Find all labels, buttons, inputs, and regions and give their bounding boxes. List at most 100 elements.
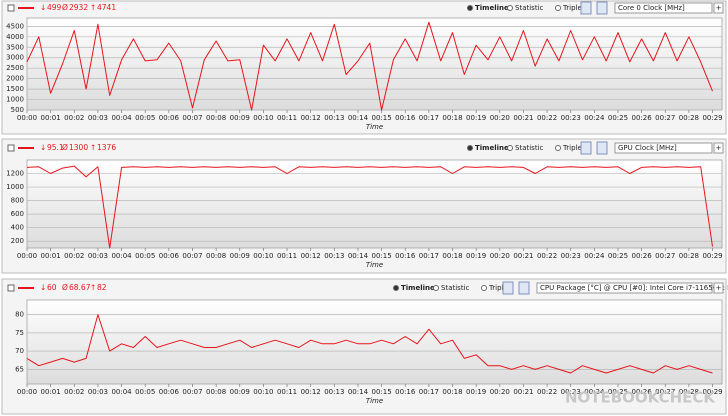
radio-button[interactable] bbox=[467, 5, 473, 11]
x-tick-label: 00:28 bbox=[679, 388, 699, 396]
sensor-name[interactable]: GPU Clock [MHz] bbox=[618, 144, 677, 152]
sensor-name[interactable]: Core 0 Clock [MHz] bbox=[618, 4, 685, 12]
stat-icon: Ø bbox=[62, 3, 68, 12]
x-tick-label: 00:10 bbox=[253, 252, 273, 260]
y-tick-label: 80 bbox=[15, 311, 24, 319]
radio-button[interactable] bbox=[433, 285, 439, 291]
stat-min: 95.1 bbox=[47, 143, 64, 152]
mode-label[interactable]: Triple bbox=[562, 144, 582, 152]
scale-button[interactable] bbox=[502, 281, 514, 295]
mode-label[interactable]: Triple bbox=[562, 4, 582, 12]
mode-label[interactable]: Statistic bbox=[515, 4, 544, 12]
x-tick-label: 00:18 bbox=[442, 388, 462, 396]
x-tick-label: 00:17 bbox=[419, 114, 439, 122]
y-tick-label: 3000 bbox=[6, 54, 24, 62]
reset-button[interactable] bbox=[596, 1, 608, 15]
x-tick-label: 00:04 bbox=[111, 388, 132, 396]
x-tick-label: 00:09 bbox=[230, 114, 250, 122]
x-tick-label: 00:26 bbox=[632, 388, 653, 396]
x-tick-label: 00:05 bbox=[135, 388, 155, 396]
x-tick-label: 00:08 bbox=[206, 252, 226, 260]
x-tick-label: 00:17 bbox=[419, 388, 439, 396]
reset-button[interactable] bbox=[518, 281, 530, 295]
x-tick-label: 00:01 bbox=[41, 114, 61, 122]
radio-button[interactable] bbox=[555, 5, 561, 11]
add-button[interactable] bbox=[713, 2, 724, 14]
reset-button[interactable] bbox=[596, 141, 608, 155]
radio-button[interactable] bbox=[393, 285, 399, 291]
x-tick-label: 00:25 bbox=[608, 114, 628, 122]
checkbox[interactable] bbox=[7, 4, 15, 12]
x-tick-label: 00:02 bbox=[64, 252, 84, 260]
x-tick-label: 00:01 bbox=[41, 388, 61, 396]
scale-button[interactable] bbox=[580, 141, 592, 155]
x-tick-label: 00:06 bbox=[159, 252, 180, 260]
x-tick-label: 00:12 bbox=[301, 252, 321, 260]
x-tick-label: 00:07 bbox=[182, 388, 202, 396]
x-tick-label: 00:07 bbox=[182, 252, 202, 260]
x-tick-label: 00:14 bbox=[348, 388, 369, 396]
stat-max: 82 bbox=[97, 283, 107, 292]
x-tick-label: 00:19 bbox=[466, 388, 486, 396]
y-tick-label: 65 bbox=[15, 365, 24, 373]
y-tick-label: 400 bbox=[11, 224, 24, 232]
add-icon: + bbox=[716, 144, 722, 152]
add-button[interactable] bbox=[713, 142, 724, 154]
plot-area bbox=[26, 17, 723, 111]
x-tick-label: 00:23 bbox=[561, 388, 581, 396]
x-tick-label: 00:02 bbox=[64, 114, 84, 122]
x-tick-label: 00:11 bbox=[277, 252, 297, 260]
x-tick-label: 00:00 bbox=[17, 114, 37, 122]
y-tick-label: 200 bbox=[11, 237, 24, 245]
x-tick-label: 00:29 bbox=[702, 252, 722, 260]
radio-button[interactable] bbox=[507, 145, 513, 151]
x-tick-label: 00:03 bbox=[88, 114, 108, 122]
stat-max: 4741 bbox=[97, 3, 116, 12]
sensor-dropdown[interactable] bbox=[614, 142, 713, 154]
radio-button[interactable] bbox=[481, 285, 487, 291]
radio-button[interactable] bbox=[467, 145, 473, 151]
x-tick-label: 00:16 bbox=[395, 388, 416, 396]
radio-button[interactable] bbox=[555, 145, 561, 151]
x-tick-label: 00:09 bbox=[230, 388, 250, 396]
mode-label[interactable]: Statistic bbox=[515, 144, 544, 152]
x-tick-label: 00:03 bbox=[88, 388, 108, 396]
x-tick-label: 00:17 bbox=[419, 252, 439, 260]
stat-avg: 2932 bbox=[69, 3, 88, 12]
x-tick-label: 00:16 bbox=[395, 114, 416, 122]
x-tick-label: 00:20 bbox=[490, 388, 510, 396]
x-tick-label: 00:27 bbox=[655, 252, 675, 260]
x-tick-label: 00:10 bbox=[253, 114, 273, 122]
x-tick-label: 00:08 bbox=[206, 114, 226, 122]
y-tick-label: 1500 bbox=[6, 85, 24, 93]
plot-area bbox=[26, 159, 723, 249]
x-tick-label: 00:16 bbox=[395, 252, 416, 260]
checkbox[interactable] bbox=[7, 144, 15, 152]
x-tick-label: 00:21 bbox=[513, 388, 533, 396]
radio-button[interactable] bbox=[507, 5, 513, 11]
mode-label[interactable]: Timeline bbox=[475, 144, 509, 152]
checkbox[interactable] bbox=[7, 284, 15, 292]
stat-icon: ↓ bbox=[40, 283, 46, 292]
x-tick-label: 00:22 bbox=[537, 252, 557, 260]
scale-button[interactable] bbox=[580, 1, 592, 15]
y-tick-label: 600 bbox=[11, 210, 24, 218]
mode-label[interactable]: Timeline bbox=[475, 4, 509, 12]
x-tick-label: 00:03 bbox=[88, 252, 108, 260]
x-tick-label: 00:20 bbox=[490, 252, 510, 260]
mode-label[interactable]: Timeline bbox=[401, 284, 435, 292]
x-tick-label: 00:11 bbox=[277, 114, 297, 122]
stat-min: 499 bbox=[47, 3, 62, 12]
y-tick-label: 2500 bbox=[6, 64, 24, 72]
x-tick-label: 00:28 bbox=[679, 252, 699, 260]
mode-label[interactable]: Triple bbox=[488, 284, 508, 292]
sensor-dropdown[interactable] bbox=[614, 2, 713, 14]
add-button[interactable] bbox=[713, 282, 724, 294]
y-tick-label: 3500 bbox=[6, 43, 24, 51]
mode-label[interactable]: Statistic bbox=[441, 284, 470, 292]
sensor-dropdown[interactable] bbox=[536, 282, 713, 294]
sensor-name[interactable]: CPU Package [°C] @ CPU [#0]: Intel Core … bbox=[540, 284, 728, 292]
stat-avg: 68.67 bbox=[69, 283, 91, 292]
y-tick-label: 4000 bbox=[6, 33, 24, 41]
stat-min: 60 bbox=[47, 283, 57, 292]
